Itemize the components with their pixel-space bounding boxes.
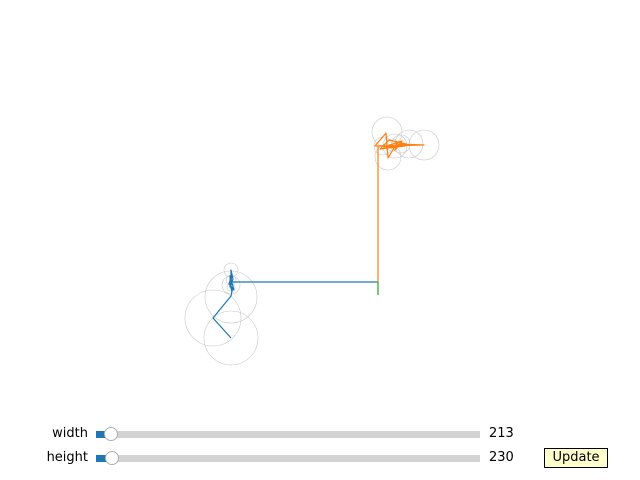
height-slider-fill [96,455,113,462]
width-slider-value: 213 [489,426,514,441]
height-slider-handle[interactable] [104,450,119,465]
height-slider-label: height [46,450,88,465]
circle-9 [374,143,402,171]
height-slider-value: 230 [489,450,514,465]
width-slider-handle[interactable] [104,426,118,441]
blue-path [212,269,378,339]
circle-5 [184,289,242,347]
circle-12 [394,129,424,159]
circle-6 [203,310,259,366]
plot-canvas [184,116,440,366]
width-slider-label: width [52,426,88,441]
height-slider-track[interactable] [96,450,480,465]
update-button[interactable]: Update [544,448,608,468]
width-slider-track[interactable] [96,426,480,441]
orange-path [374,132,425,282]
